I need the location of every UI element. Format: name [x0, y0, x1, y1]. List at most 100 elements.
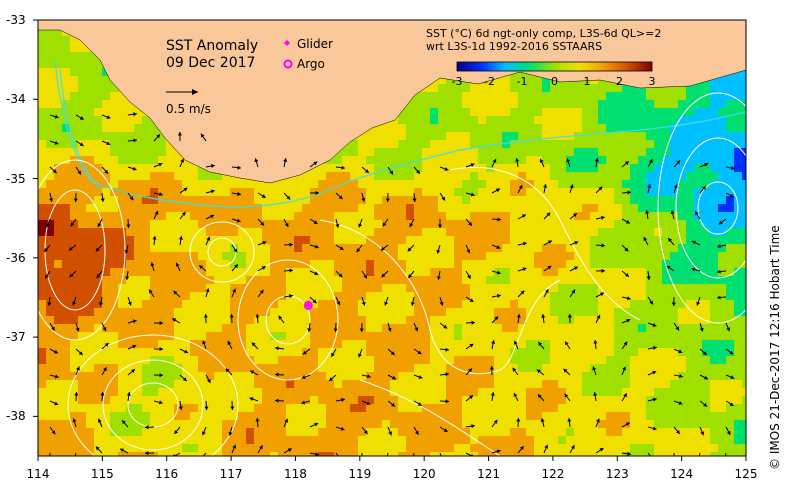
sst-cell [238, 436, 246, 444]
sst-cell [382, 140, 390, 148]
sst-cell [86, 268, 94, 276]
sst-cell [526, 332, 534, 340]
sst-cell [702, 412, 710, 420]
sst-cell [550, 92, 558, 100]
sst-cell [630, 268, 638, 276]
sst-cell [598, 196, 606, 204]
sst-cell [494, 100, 502, 108]
sst-cell [278, 444, 286, 452]
sst-cell [710, 292, 718, 300]
sst-cell [454, 444, 462, 452]
sst-cell [638, 340, 646, 348]
sst-cell [502, 212, 510, 220]
sst-cell [54, 356, 62, 364]
sst-cell [190, 324, 198, 332]
sst-cell [406, 140, 414, 148]
sst-cell [142, 228, 150, 236]
sst-cell [614, 316, 622, 324]
sst-cell [166, 260, 174, 268]
sst-cell [598, 348, 606, 356]
sst-cell [246, 292, 254, 300]
sst-cell [430, 164, 438, 172]
sst-cell [678, 252, 686, 260]
sst-cell [214, 196, 222, 204]
sst-cell [630, 148, 638, 156]
sst-cell [502, 436, 510, 444]
sst-cell [718, 164, 726, 172]
sst-cell [630, 180, 638, 188]
sst-cell [718, 252, 726, 260]
sst-cell [190, 212, 198, 220]
sst-cell [278, 396, 286, 404]
sst-cell [582, 180, 590, 188]
sst-cell [182, 252, 190, 260]
sst-cell [134, 276, 142, 284]
sst-cell [238, 260, 246, 268]
sst-cell [222, 380, 230, 388]
sst-cell [534, 180, 542, 188]
sst-cell [38, 220, 46, 228]
sst-cell [158, 204, 166, 212]
sst-cell [590, 428, 598, 436]
sst-cell [702, 172, 710, 180]
sst-cell [638, 276, 646, 284]
sst-cell [598, 364, 606, 372]
sst-cell [38, 212, 46, 220]
sst-cell [86, 404, 94, 412]
sst-cell [478, 188, 486, 196]
sst-cell [470, 276, 478, 284]
sst-cell [358, 156, 366, 164]
sst-cell [470, 340, 478, 348]
sst-cell [502, 92, 510, 100]
sst-cell [438, 260, 446, 268]
sst-cell [406, 364, 414, 372]
sst-cell [702, 436, 710, 444]
sst-cell [550, 444, 558, 452]
sst-cell [558, 404, 566, 412]
sst-cell [110, 284, 118, 292]
sst-cell [710, 324, 718, 332]
sst-cell [94, 132, 102, 140]
sst-cell [70, 124, 78, 132]
sst-cell [526, 284, 534, 292]
sst-cell [126, 252, 134, 260]
sst-cell [366, 244, 374, 252]
sst-cell [390, 236, 398, 244]
sst-cell [614, 412, 622, 420]
sst-cell [214, 436, 222, 444]
sst-cell [574, 196, 582, 204]
sst-cell [654, 372, 662, 380]
sst-cell [326, 324, 334, 332]
sst-cell [110, 268, 118, 276]
sst-cell [446, 356, 454, 364]
sst-cell [590, 204, 598, 212]
sst-cell [606, 188, 614, 196]
sst-cell [46, 156, 54, 164]
sst-cell [414, 148, 422, 156]
sst-cell [678, 332, 686, 340]
sst-cell [294, 308, 302, 316]
sst-cell [222, 180, 230, 188]
sst-cell [406, 180, 414, 188]
sst-cell [342, 292, 350, 300]
sst-cell [110, 372, 118, 380]
sst-cell [430, 252, 438, 260]
sst-cell [302, 252, 310, 260]
sst-cell [126, 116, 134, 124]
sst-cell [574, 92, 582, 100]
sst-cell [478, 364, 486, 372]
sst-cell [382, 212, 390, 220]
sst-cell [606, 324, 614, 332]
sst-cell [86, 60, 94, 68]
sst-cell [302, 204, 310, 212]
sst-cell [278, 300, 286, 308]
sst-cell [150, 196, 158, 204]
sst-cell [398, 428, 406, 436]
sst-cell [214, 268, 222, 276]
sst-cell [614, 292, 622, 300]
sst-cell [710, 172, 718, 180]
sst-cell [310, 428, 318, 436]
sst-cell [550, 124, 558, 132]
sst-cell [598, 92, 606, 100]
sst-cell [302, 428, 310, 436]
